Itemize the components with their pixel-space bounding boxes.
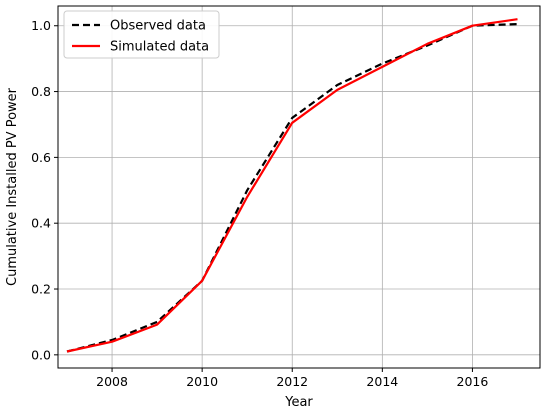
y-axis-label: Cumulative Installed PV Power	[5, 87, 20, 286]
x-tick-label: 2010	[186, 374, 218, 389]
legend-label-observed: Observed data	[110, 19, 206, 34]
y-tick-label: 0.4	[31, 216, 51, 231]
y-tick-label: 0.0	[31, 347, 51, 362]
x-axis: 2008 2010 2012 2014 2016	[96, 368, 488, 389]
grid-lines	[58, 6, 540, 368]
y-tick-label: 0.6	[31, 150, 51, 165]
x-tick-label: 2012	[276, 374, 308, 389]
y-tick-label: 0.8	[31, 84, 51, 99]
legend: Observed data Simulated data	[63, 10, 220, 59]
series-line-simulated	[66, 18, 518, 353]
plot-frame	[57, 5, 541, 369]
y-tick-label: 1.0	[31, 18, 51, 33]
legend-label-simulated: Simulated data	[110, 40, 209, 55]
y-axis: 0.0 0.2 0.4 0.6 0.8 1.0	[31, 18, 58, 362]
x-tick-label: 2016	[457, 374, 489, 389]
legend-box	[63, 10, 220, 59]
y-tick-label: 0.2	[31, 282, 51, 297]
series-lines	[66, 18, 518, 353]
x-axis-label: Year	[284, 395, 313, 410]
x-tick-label: 2008	[96, 374, 128, 389]
x-tick-label: 2014	[366, 374, 398, 389]
